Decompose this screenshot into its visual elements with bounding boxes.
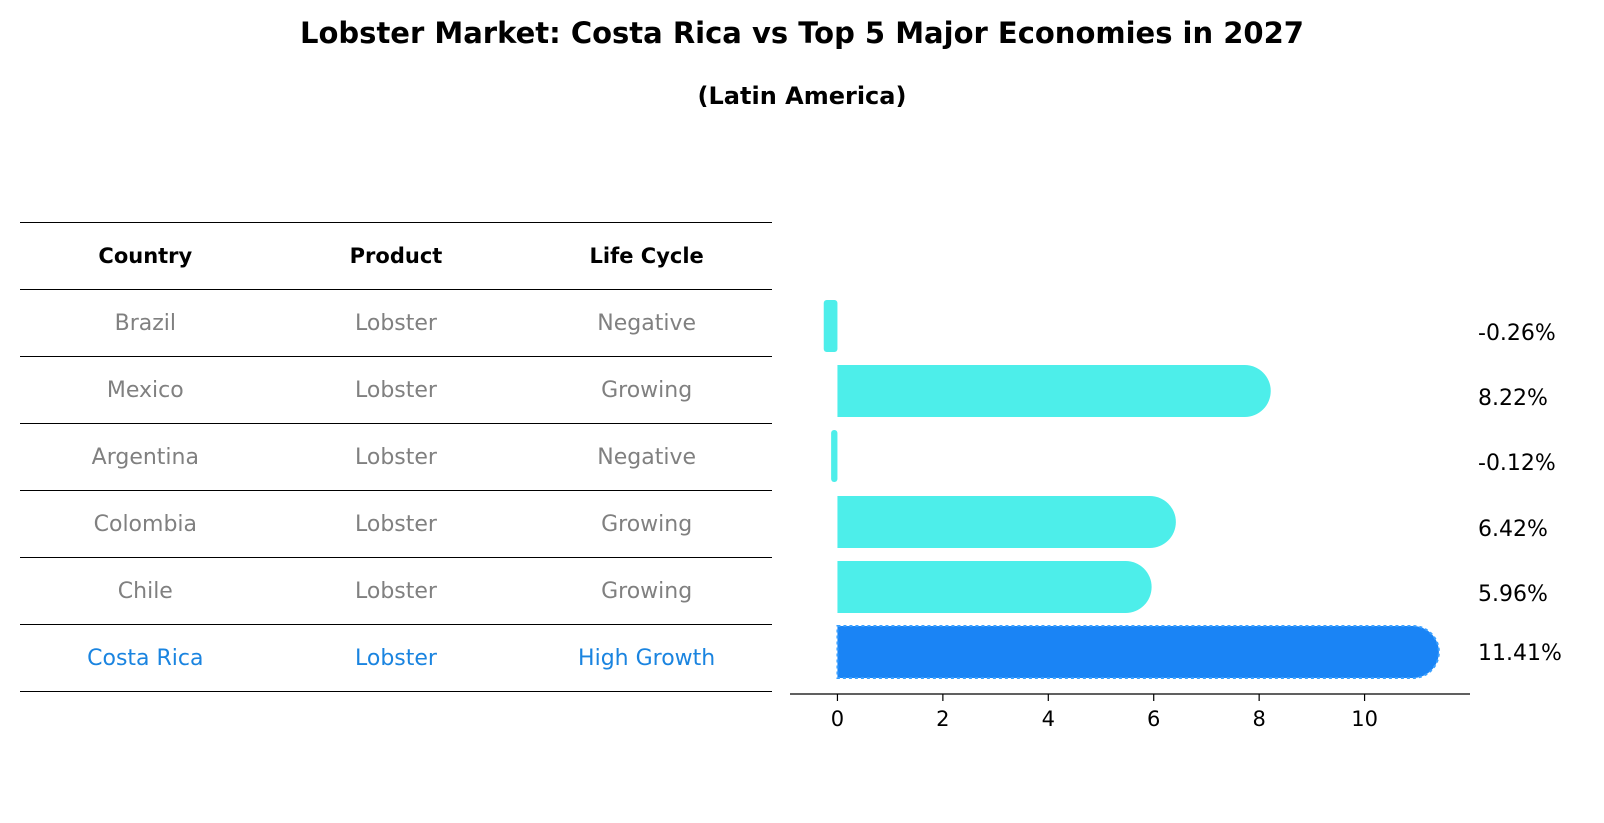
x-tick-label: 10 — [1351, 707, 1378, 731]
header-life-cycle: Life Cycle — [521, 222, 772, 290]
cell-country: Brazil — [20, 289, 271, 357]
x-tick-label: 8 — [1252, 707, 1265, 731]
bar-mexico — [837, 365, 1271, 417]
bar-brazil — [823, 300, 838, 352]
x-tick-label: 2 — [936, 707, 949, 731]
bar-argentina — [831, 430, 838, 482]
cell-life-cycle: Growing — [521, 557, 772, 625]
cell-product: Lobster — [270, 557, 522, 625]
table-row: Mexico Lobster Growing — [20, 356, 772, 424]
table-header-row: Country Product Life Cycle — [20, 222, 772, 290]
chart-title: Lobster Market: Costa Rica vs Top 5 Majo… — [300, 16, 1304, 50]
table-row-highlight: Costa Rica Lobster High Growth — [20, 624, 772, 692]
table-row: Argentina Lobster Negative — [20, 423, 772, 491]
cell-country: Mexico — [20, 356, 271, 424]
cell-product: Lobster — [270, 624, 522, 692]
cell-life-cycle: Negative — [521, 423, 772, 491]
data-label: 8.22% — [1478, 386, 1548, 411]
chart-subtitle: (Latin America) — [697, 82, 907, 110]
data-label: 5.96% — [1478, 582, 1548, 607]
x-tick-label: 6 — [1147, 707, 1160, 731]
data-label: -0.12% — [1478, 451, 1556, 476]
cell-country: Argentina — [20, 423, 271, 491]
data-label: 6.42% — [1478, 517, 1548, 542]
bar-colombia — [837, 496, 1176, 548]
table-row: Chile Lobster Growing — [20, 557, 772, 625]
cell-country: Colombia — [20, 490, 271, 558]
cell-product: Lobster — [270, 490, 522, 558]
cell-product: Lobster — [270, 356, 522, 424]
cell-product: Lobster — [270, 289, 522, 357]
x-tick-label: 4 — [1042, 707, 1055, 731]
cell-life-cycle: Negative — [521, 289, 772, 357]
header-country: Country — [20, 222, 271, 290]
data-label: 11.41% — [1478, 641, 1562, 666]
cell-life-cycle: Growing — [521, 490, 772, 558]
cell-country: Costa Rica — [20, 624, 271, 692]
bar-costa-rica — [836, 625, 1440, 679]
table-row: Colombia Lobster Growing — [20, 490, 772, 558]
cell-life-cycle: High Growth — [521, 624, 772, 692]
cell-product: Lobster — [270, 423, 522, 491]
x-tick-label: 0 — [831, 707, 844, 731]
table-row: Brazil Lobster Negative — [20, 289, 772, 357]
comparison-table: Country Product Life Cycle Brazil Lobste… — [20, 222, 772, 692]
header-product: Product — [270, 222, 522, 290]
bar-chile — [837, 561, 1152, 613]
cell-country: Chile — [20, 557, 271, 625]
data-label: -0.26% — [1478, 321, 1556, 346]
